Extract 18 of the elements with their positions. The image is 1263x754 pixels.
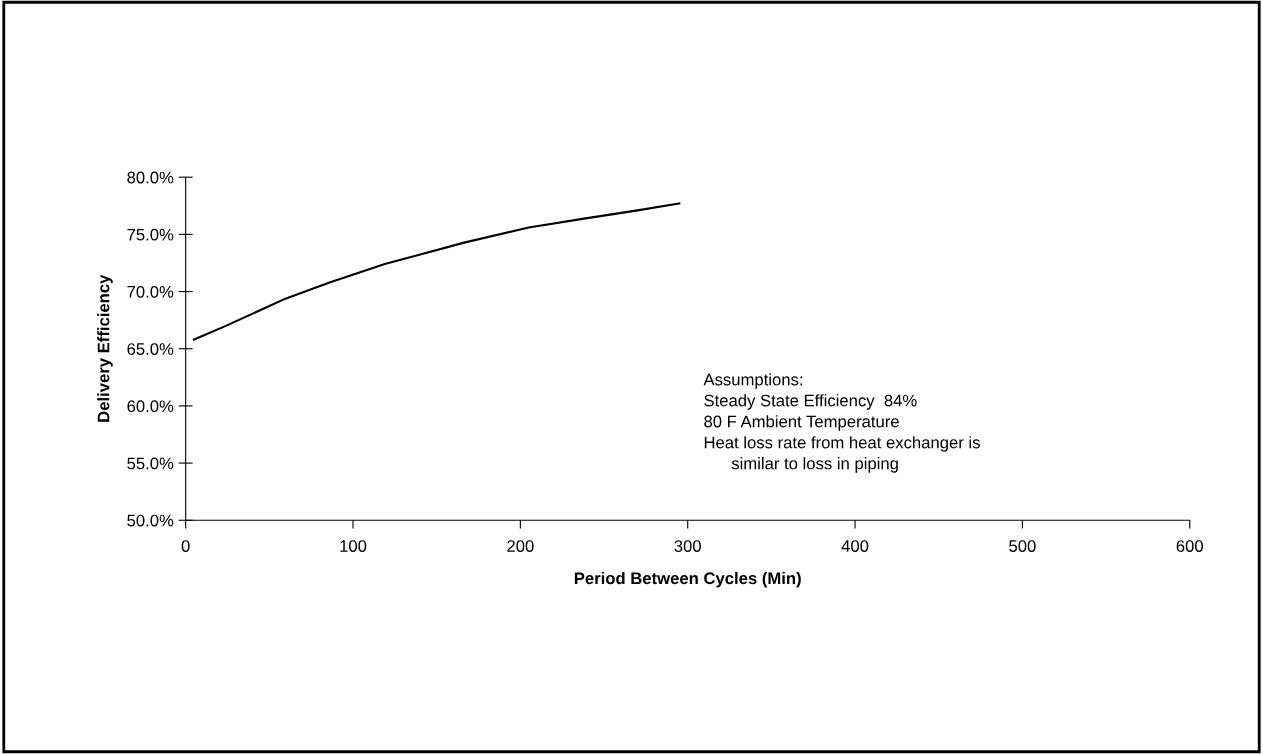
- y-axis-title: Delivery Efficiency: [97, 274, 113, 422]
- line-series: [192, 202, 681, 341]
- x-tick-label: 100: [340, 540, 367, 552]
- x-tick-label: 0: [181, 540, 190, 552]
- x-tick-label: 600: [1176, 540, 1203, 552]
- x-tick-label: 200: [507, 540, 534, 552]
- annotation: Assumptions: Steady State Efficiency 84% 80 F Ambient Temperature Heat loss rate from heat exchanger is similar to loss in piping: [703, 373, 980, 473]
- y-tick-label: 55.0%: [127, 457, 174, 470]
- x-tick-label: 500: [1009, 540, 1036, 552]
- y-tick-label: 60.0%: [127, 400, 174, 413]
- x-tick-label: 400: [841, 540, 869, 552]
- y-tick-label: 75.0%: [127, 228, 174, 241]
- y-tick-label: 80.0%: [127, 171, 174, 184]
- y-tick-label: 70.0%: [127, 285, 174, 298]
- y-tick-label: 50.0%: [127, 514, 174, 527]
- x-axis-title: Period Between Cycles (Min): [574, 571, 801, 588]
- y-tick-label: 65.0%: [127, 343, 174, 355]
- x-tick-label: 300: [674, 540, 701, 552]
